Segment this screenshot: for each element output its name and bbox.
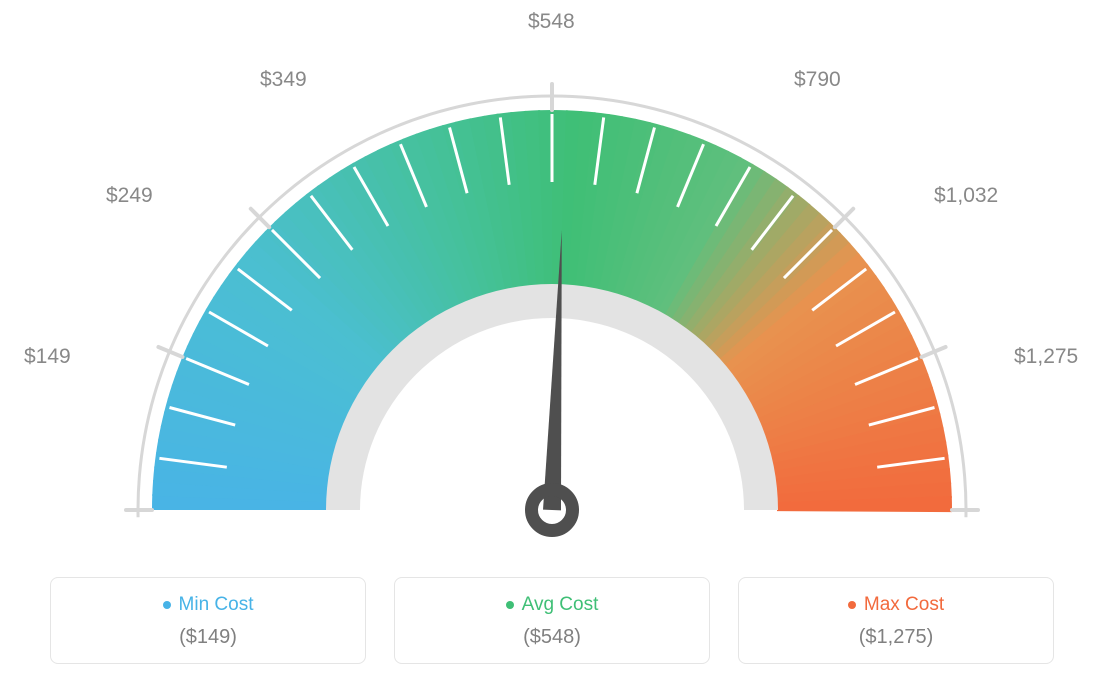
gauge-scale-label: $1,032 <box>934 184 998 208</box>
gauge-scale-label: $149 <box>24 345 71 369</box>
max-cost-value: ($1,275) <box>749 626 1043 649</box>
max-cost-bullet <box>848 601 856 609</box>
cost-cards-row: Min Cost ($149) Avg Cost ($548) Max Cost… <box>50 577 1054 664</box>
max-cost-card: Max Cost ($1,275) <box>738 577 1054 664</box>
min-cost-bullet <box>163 601 171 609</box>
min-cost-card: Min Cost ($149) <box>50 577 366 664</box>
avg-cost-label: Avg Cost <box>522 594 599 616</box>
gauge-scale-label: $548 <box>528 10 575 34</box>
min-cost-label: Min Cost <box>179 594 254 616</box>
avg-cost-bullet <box>506 601 514 609</box>
avg-cost-value: ($548) <box>405 626 699 649</box>
gauge-scale-label: $790 <box>794 68 841 92</box>
gauge-scale-label: $249 <box>106 184 153 208</box>
gauge-scale-label: $1,275 <box>1014 345 1078 369</box>
gauge-scale-label: $349 <box>260 68 307 92</box>
max-cost-label: Max Cost <box>864 594 944 616</box>
cost-gauge <box>0 0 1104 560</box>
min-cost-value: ($149) <box>61 626 355 649</box>
avg-cost-card: Avg Cost ($548) <box>394 577 710 664</box>
